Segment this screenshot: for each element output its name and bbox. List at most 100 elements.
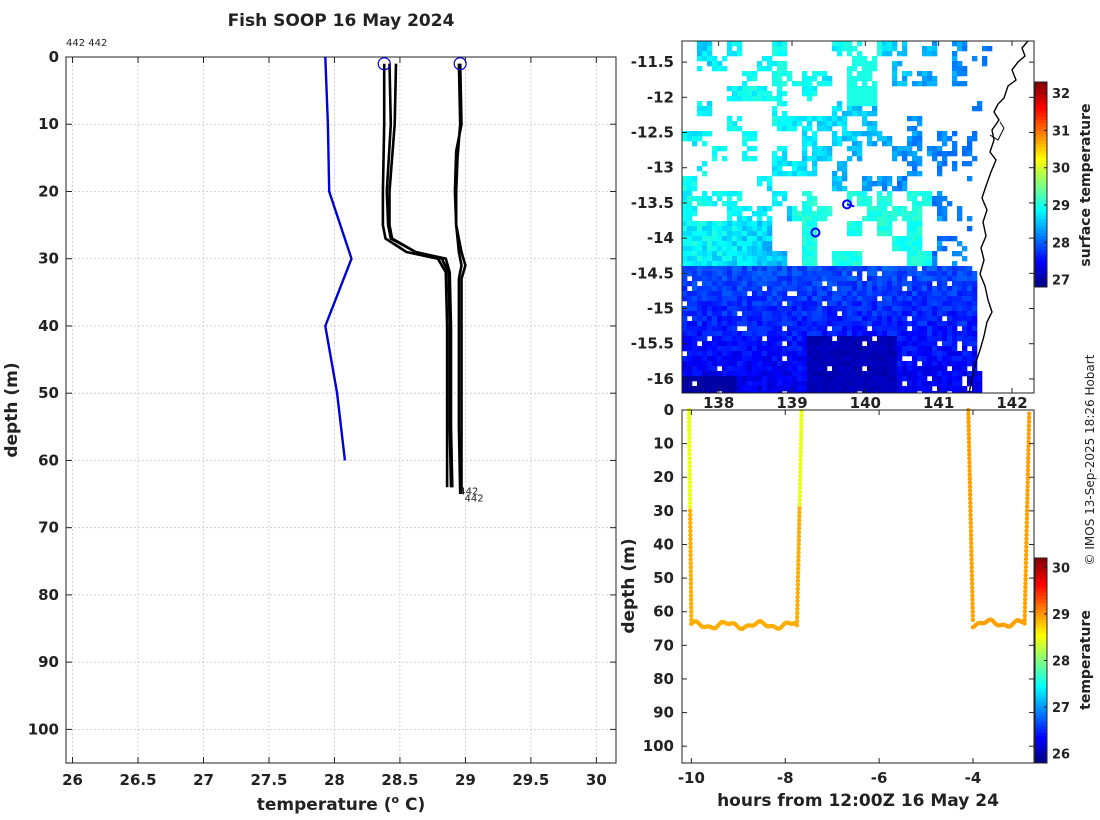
sst-cell (727, 316, 733, 322)
sst-cell (837, 271, 843, 277)
sst-cell (692, 331, 698, 337)
sst-cell (717, 241, 723, 247)
map-y-tick-label: -15 (647, 300, 674, 318)
sst-cell (782, 346, 788, 352)
sst-cell (837, 356, 843, 362)
sst-cell (882, 206, 888, 212)
sst-cell (967, 286, 973, 292)
sst-cell (757, 181, 763, 187)
profile-grid (66, 56, 616, 763)
sst-cell (872, 361, 878, 367)
sst-cell (892, 296, 898, 302)
sst-cell (712, 66, 718, 72)
temperature-sample (968, 516, 973, 522)
sst-cell (927, 151, 933, 157)
sst-cell (867, 346, 873, 352)
sst-cell (792, 296, 798, 302)
sst-cell (952, 341, 958, 347)
sst-cell (742, 296, 748, 302)
sst-cell (862, 86, 868, 92)
sst-cell (837, 136, 843, 142)
sst-cell (877, 381, 883, 387)
sst-cell (822, 271, 828, 277)
sst-cell (787, 386, 793, 392)
colorbar-swatch (1035, 571, 1047, 576)
sst-cell (762, 276, 768, 282)
sst-cell (752, 236, 758, 242)
sst-cell (747, 96, 753, 102)
sst-cell (807, 246, 813, 252)
sst-cell (867, 336, 873, 342)
sst-cell (682, 291, 688, 297)
sst-cell (867, 141, 873, 147)
sst-cell (872, 276, 878, 282)
sst-cell (812, 251, 818, 257)
sst-cell (772, 196, 778, 202)
sst-cell (942, 291, 948, 297)
sst-cell (872, 321, 878, 327)
sst-cell (812, 86, 818, 92)
temperature-sample (967, 464, 972, 469)
sst-cell (812, 291, 818, 297)
sst-cell (912, 291, 918, 297)
sst-cell (802, 386, 808, 392)
sst-cell (922, 261, 928, 267)
sst-cell (777, 346, 783, 352)
sst-cell (737, 256, 743, 262)
sst-cell (857, 96, 863, 102)
sst-cell (897, 151, 903, 157)
sst-cell (852, 381, 858, 387)
sst-cell (862, 331, 868, 337)
sst-cell (722, 336, 728, 342)
sst-cell (777, 116, 783, 122)
x-tick-label: 28 (324, 771, 345, 789)
sst-cell (972, 341, 978, 347)
sst-cell (907, 306, 913, 312)
sst-cell (757, 226, 763, 232)
sst-cell (887, 366, 893, 372)
sst-cell (887, 386, 893, 392)
sst-cell (692, 276, 698, 282)
sst-cell (682, 266, 688, 272)
sst-cell (942, 216, 948, 222)
sst-cell (747, 386, 753, 392)
sst-cell (692, 361, 698, 367)
sst-cell (702, 296, 708, 302)
sst-cell (777, 146, 783, 152)
sst-cell (847, 41, 853, 47)
sst-cell (767, 321, 773, 327)
sst-cell (717, 321, 723, 327)
sst-cell (902, 341, 908, 347)
sst-cell (787, 126, 793, 132)
sst-cell (862, 76, 868, 82)
sst-cell (942, 346, 948, 352)
sst-cell (917, 191, 923, 197)
sst-cell (857, 346, 863, 352)
map-y-tick-label: -14 (647, 229, 674, 247)
sst-cell (802, 261, 808, 267)
sst-cell (832, 356, 838, 362)
sst-cell (747, 236, 753, 242)
sst-cell (772, 301, 778, 307)
sst-cell (752, 226, 758, 232)
sst-cell (767, 386, 773, 392)
sst-cell (727, 281, 733, 287)
sst-cell (752, 156, 758, 162)
sst-cell (727, 366, 733, 372)
sst-cell (797, 301, 803, 307)
sst-cell (862, 216, 868, 222)
sst-cell (752, 286, 758, 292)
sst-cell (747, 326, 753, 332)
colorbar-swatch (1035, 123, 1047, 127)
sst-cell (762, 236, 768, 242)
sst-cell (942, 331, 948, 337)
sst-cell (702, 371, 708, 377)
sst-cell (827, 351, 833, 357)
sst-cell (717, 311, 723, 317)
sst-cell (952, 361, 958, 367)
sst-cell (872, 141, 878, 147)
sst-cell (837, 371, 843, 377)
sst-cell (972, 136, 978, 142)
sst-cell (842, 356, 848, 362)
